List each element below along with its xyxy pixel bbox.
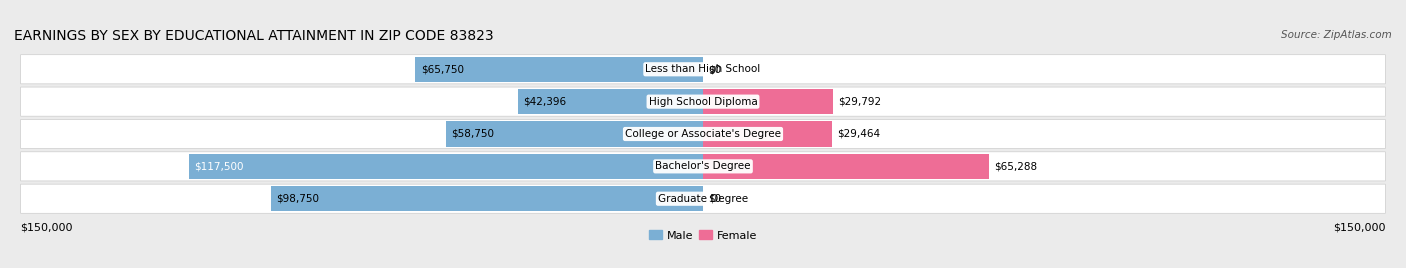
Bar xyxy=(446,121,703,147)
Text: Bachelor's Degree: Bachelor's Degree xyxy=(655,161,751,171)
Text: $65,750: $65,750 xyxy=(420,64,464,74)
Text: $0: $0 xyxy=(709,194,721,204)
Bar xyxy=(271,186,703,211)
FancyBboxPatch shape xyxy=(21,152,1385,181)
Text: College or Associate's Degree: College or Associate's Degree xyxy=(626,129,780,139)
Bar xyxy=(415,57,703,82)
FancyBboxPatch shape xyxy=(21,87,1385,116)
FancyBboxPatch shape xyxy=(21,55,1385,84)
Bar xyxy=(703,89,834,114)
Text: EARNINGS BY SEX BY EDUCATIONAL ATTAINMENT IN ZIP CODE 83823: EARNINGS BY SEX BY EDUCATIONAL ATTAINMEN… xyxy=(14,29,494,43)
Text: High School Diploma: High School Diploma xyxy=(648,97,758,107)
Text: $98,750: $98,750 xyxy=(277,194,319,204)
Bar xyxy=(188,154,703,179)
Text: $0: $0 xyxy=(709,64,721,74)
Text: $65,288: $65,288 xyxy=(994,161,1038,171)
FancyBboxPatch shape xyxy=(21,120,1385,148)
FancyBboxPatch shape xyxy=(21,184,1385,213)
Text: $58,750: $58,750 xyxy=(451,129,495,139)
Bar xyxy=(703,121,832,147)
Text: $117,500: $117,500 xyxy=(194,161,243,171)
Legend: Male, Female: Male, Female xyxy=(644,226,762,245)
Text: $42,396: $42,396 xyxy=(523,97,567,107)
Text: Graduate Degree: Graduate Degree xyxy=(658,194,748,204)
Text: $29,464: $29,464 xyxy=(837,129,880,139)
Bar xyxy=(703,154,988,179)
Text: $29,792: $29,792 xyxy=(838,97,882,107)
Bar xyxy=(517,89,703,114)
Text: Source: ZipAtlas.com: Source: ZipAtlas.com xyxy=(1281,30,1392,40)
Text: Less than High School: Less than High School xyxy=(645,64,761,74)
